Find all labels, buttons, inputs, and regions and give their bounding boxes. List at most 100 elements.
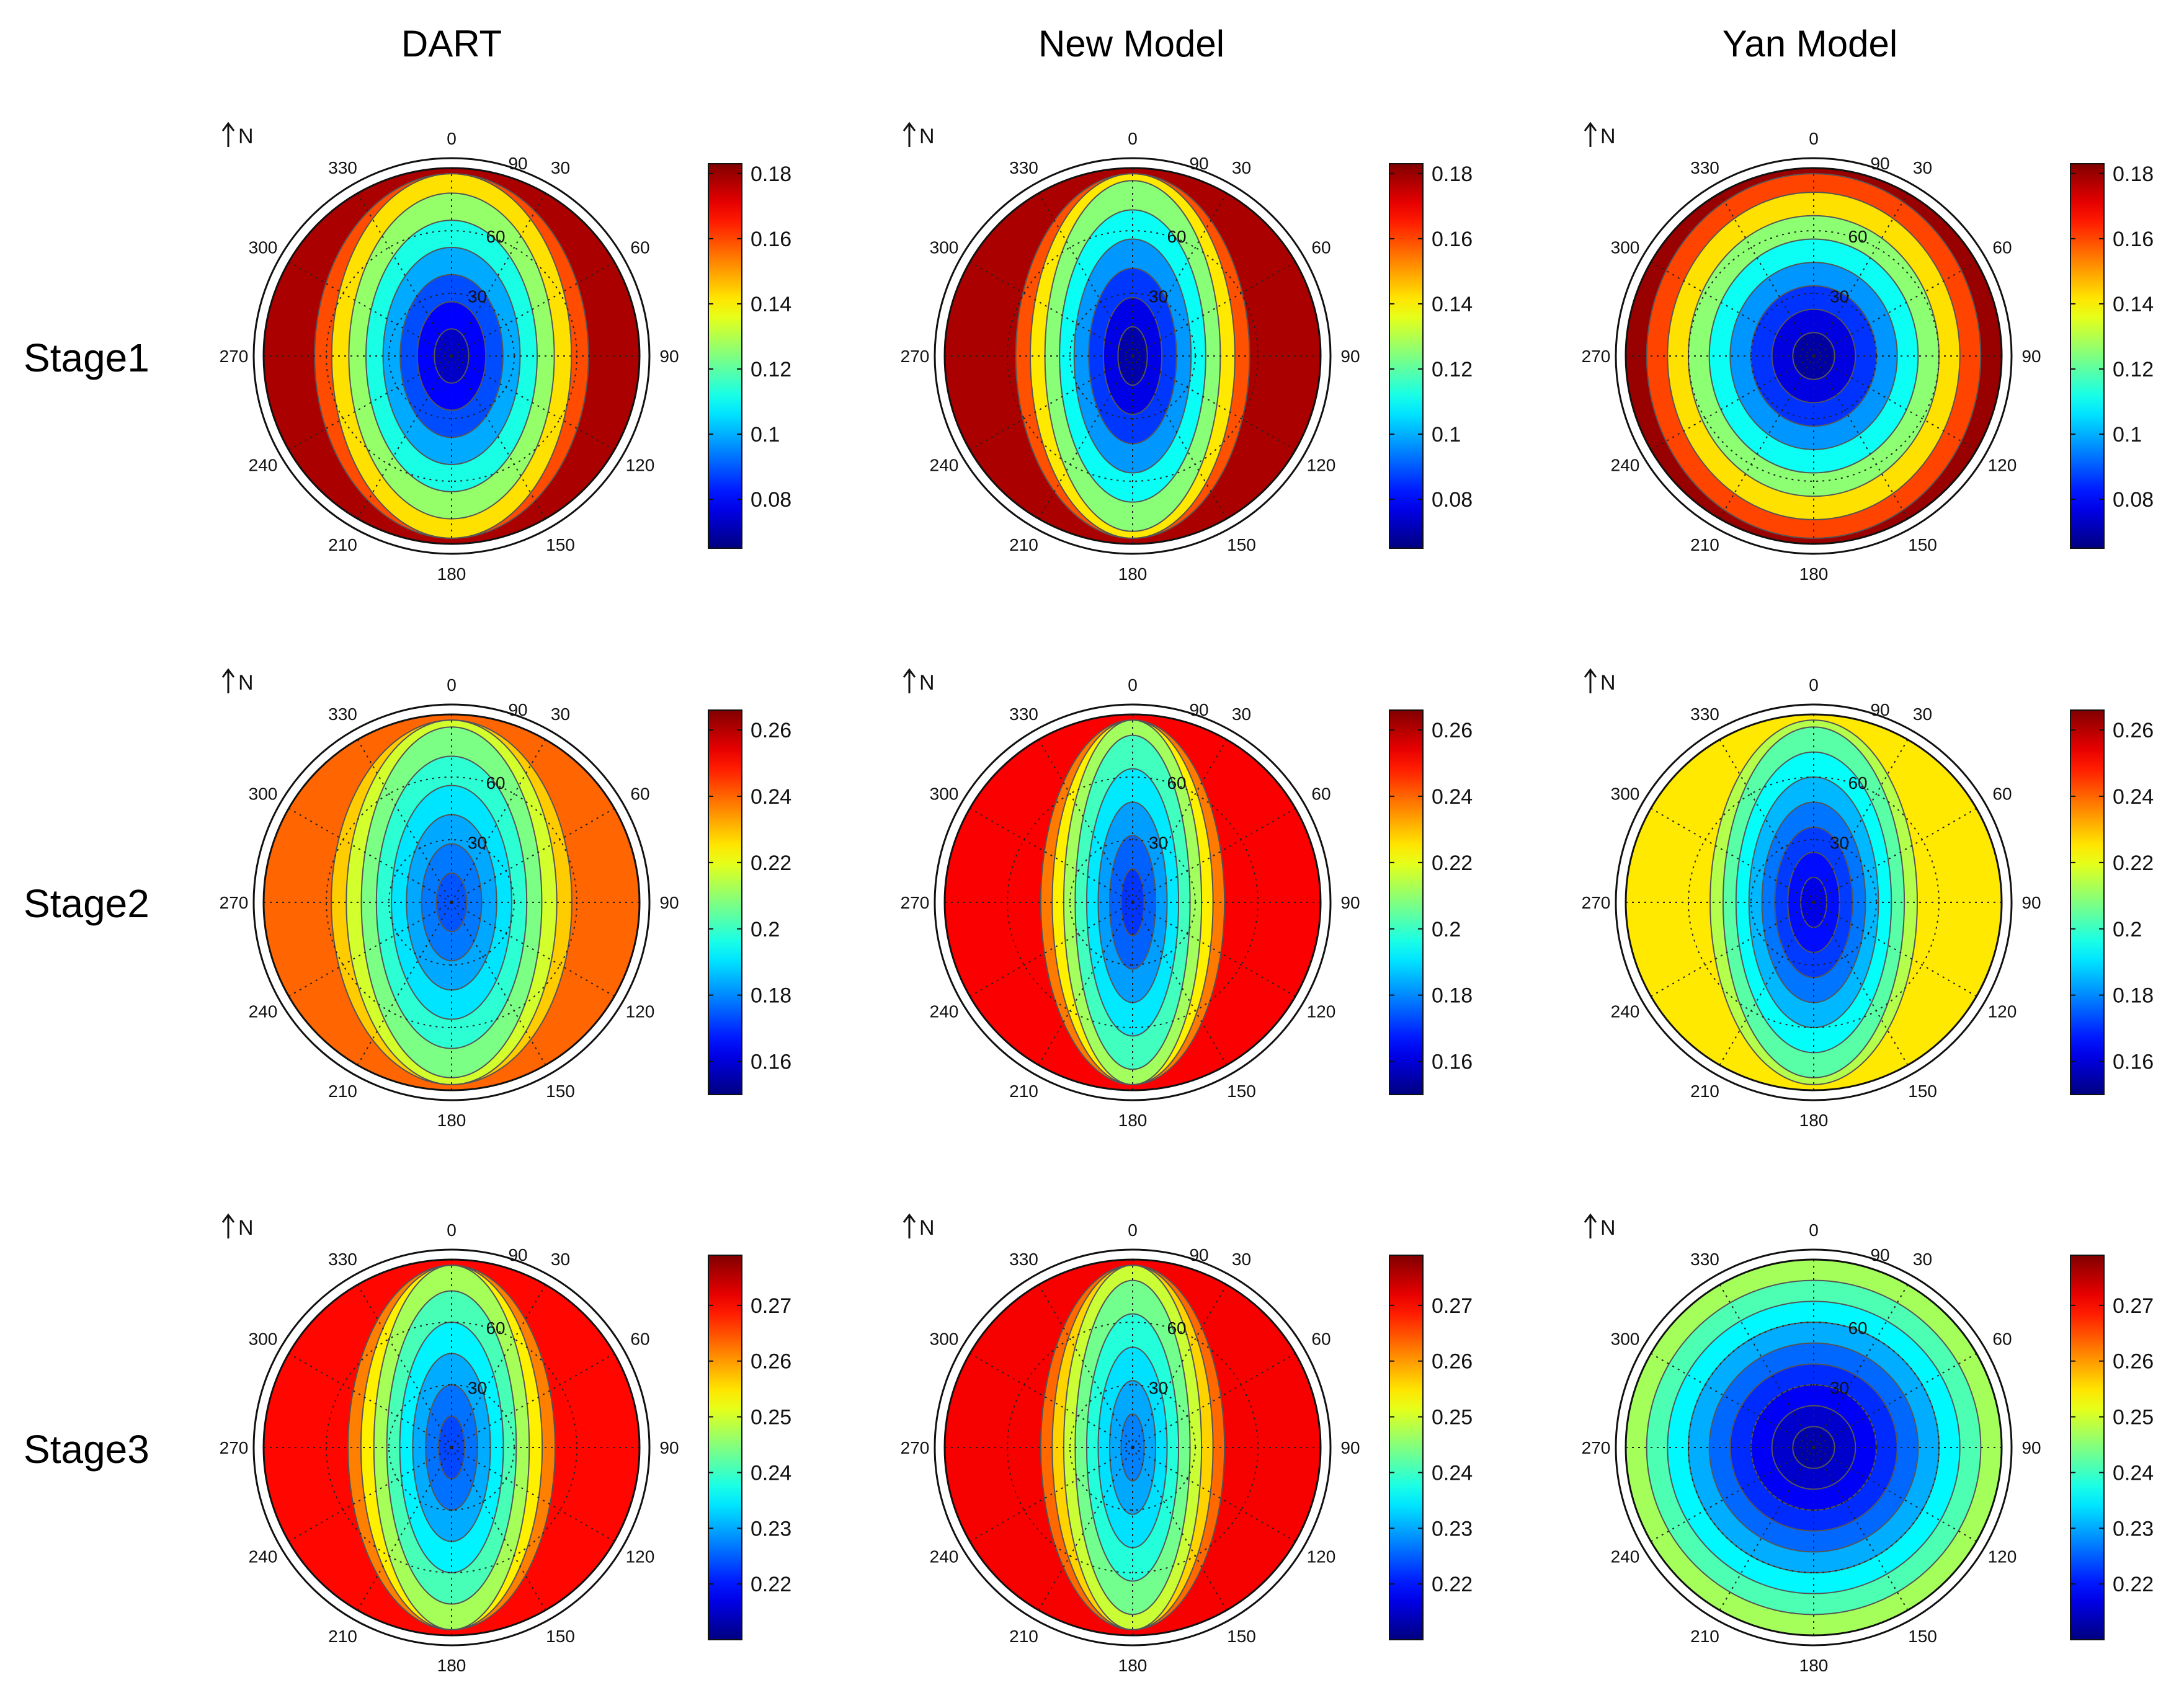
azimuth-tick-label: 270	[220, 1438, 249, 1457]
colorbar-tick-label: 0.24	[2113, 1461, 2154, 1485]
azimuth-tick-label: 180	[1799, 1111, 1829, 1130]
azimuth-grid-line	[357, 902, 452, 1065]
azimuth-grid-line	[1719, 1284, 1814, 1448]
polar-panel-stage2-2: 0 30 60 90 120 150 180 210 240 270 300 330 30 60 90 N 0.…	[1582, 668, 2154, 1130]
colorbar-tick-label: 0.18	[751, 984, 791, 1008]
colorbar-tick-label: 0.18	[2113, 162, 2154, 186]
azimuth-grid-line	[451, 807, 615, 903]
colorbar	[1389, 709, 1424, 1095]
azimuth-tick-label: 240	[1611, 1547, 1640, 1567]
azimuth-tick-label: 60	[1311, 238, 1330, 257]
colorbar-tick-label: 0.08	[2113, 488, 2154, 512]
colorbar	[2070, 163, 2105, 549]
colorbar-tick-label: 0.27	[1432, 1294, 1473, 1318]
azimuth-tick-label: 60	[630, 785, 649, 804]
zenith-tick-label: 30	[468, 287, 487, 306]
azimuth-tick-label: 210	[1690, 535, 1719, 554]
zenith-tick-label: 60	[1848, 1318, 1867, 1338]
north-arrow-head-icon	[903, 1213, 916, 1223]
azimuth-grid-line	[1651, 1447, 1814, 1542]
azimuth-grid-line	[1813, 902, 1909, 1065]
colorbar-tick-label: 0.14	[1432, 293, 1473, 316]
azimuth-tick-label: 90	[1340, 1438, 1360, 1457]
azimuth-tick-label: 30	[551, 705, 570, 724]
azimuth-grid-line	[1813, 355, 1977, 451]
azimuth-tick-label: 90	[1340, 893, 1360, 912]
zenith-tick-label: 90	[508, 154, 527, 173]
azimuth-tick-label: 120	[1988, 1002, 2017, 1021]
azimuth-grid-line	[1719, 739, 1814, 903]
azimuth-grid-line	[1813, 261, 1977, 357]
polar-panel-stage2-0: 0 30 60 90 120 150 180 210 240 270 300 330 30 60 90 N 0.…	[220, 668, 791, 1130]
azimuth-tick-label: 180	[1799, 564, 1829, 584]
azimuth-tick-label: 180	[437, 1111, 466, 1130]
zenith-tick-label: 60	[486, 227, 505, 246]
azimuth-grid-line	[451, 355, 615, 451]
azimuth-tick-label: 210	[328, 1627, 357, 1646]
azimuth-grid-line	[1719, 193, 1814, 357]
colorbar-tick-label: 0.23	[2113, 1517, 2154, 1540]
azimuth-grid-line	[357, 355, 452, 519]
azimuth-tick-label: 0	[447, 1220, 457, 1240]
azimuth-tick-label: 90	[2021, 347, 2041, 366]
colorbar	[708, 1255, 742, 1640]
azimuth-tick-label: 0	[1809, 129, 1819, 148]
azimuth-grid-line	[1813, 1284, 1909, 1448]
azimuth-tick-label: 330	[1009, 705, 1038, 724]
azimuth-tick-label: 300	[1611, 238, 1640, 257]
azimuth-tick-label: 240	[930, 1547, 959, 1567]
azimuth-grid-line	[1038, 739, 1133, 903]
colorbar-tick-label: 0.18	[1432, 984, 1473, 1008]
colorbar-tick-label: 0.12	[2113, 358, 2154, 381]
colorbar-tick-label: 0.25	[751, 1406, 791, 1429]
azimuth-tick-label: 90	[2021, 1438, 2041, 1457]
zenith-tick-label: 60	[1167, 1318, 1186, 1338]
north-label: N	[919, 1216, 935, 1240]
azimuth-tick-label: 210	[1009, 535, 1038, 554]
azimuth-grid-line	[357, 193, 452, 357]
azimuth-grid-line	[1132, 902, 1228, 1065]
colorbar-tick-label: 0.08	[1432, 488, 1473, 512]
azimuth-tick-label: 120	[626, 1002, 655, 1021]
colorbar-tick-label: 0.16	[751, 228, 791, 251]
north-arrow-head-icon	[1584, 1213, 1597, 1223]
outer-ring	[1615, 157, 2013, 555]
azimuth-grid-line	[451, 1353, 615, 1448]
colorbar-tick-label: 0.22	[751, 851, 791, 875]
azimuth-tick-label: 300	[1611, 785, 1640, 804]
zenith-tick-label: 60	[486, 1318, 505, 1338]
colorbar-tick-label: 0.16	[1432, 228, 1473, 251]
colorbar-tick-label: 0.22	[2113, 851, 2154, 875]
azimuth-tick-label: 240	[1611, 456, 1640, 475]
azimuth-tick-label: 90	[2021, 893, 2041, 912]
azimuth-tick-label: 150	[1908, 1627, 1937, 1646]
azimuth-grid-line	[1132, 261, 1296, 357]
azimuth-grid-line	[357, 1284, 452, 1448]
zenith-tick-label: 90	[1870, 700, 1889, 719]
azimuth-tick-label: 30	[1913, 158, 1932, 177]
north-label: N	[1600, 1216, 1616, 1240]
azimuth-tick-label: 0	[1128, 675, 1138, 695]
azimuth-tick-label: 270	[1582, 1438, 1611, 1457]
azimuth-tick-label: 330	[1009, 1250, 1038, 1269]
azimuth-tick-label: 330	[1009, 158, 1038, 177]
azimuth-tick-label: 180	[1118, 1111, 1148, 1130]
north-arrow-head-icon	[221, 1213, 235, 1223]
azimuth-grid-line	[1132, 355, 1228, 519]
colorbar	[708, 163, 742, 549]
azimuth-tick-label: 300	[930, 785, 959, 804]
colorbar-tick-label: 0.18	[1432, 162, 1473, 186]
azimuth-grid-line	[357, 1447, 452, 1611]
azimuth-tick-label: 210	[1690, 1082, 1719, 1101]
colorbar-tick-label: 0.24	[1432, 785, 1473, 809]
zenith-tick-label: 30	[1830, 287, 1849, 306]
azimuth-tick-label: 150	[1908, 535, 1937, 554]
north-label: N	[238, 1216, 254, 1240]
azimuth-tick-label: 0	[447, 675, 457, 695]
zenith-tick-label: 90	[1870, 154, 1889, 173]
azimuth-grid-line	[1132, 807, 1296, 903]
azimuth-tick-label: 180	[1799, 1656, 1829, 1675]
azimuth-grid-line	[969, 261, 1133, 357]
polar-panel-stage3-1: 0 30 60 90 120 150 180 210 240 270 300 330 30 60 90 N 0.…	[901, 1213, 1473, 1675]
north-arrow-head-icon	[221, 122, 235, 131]
